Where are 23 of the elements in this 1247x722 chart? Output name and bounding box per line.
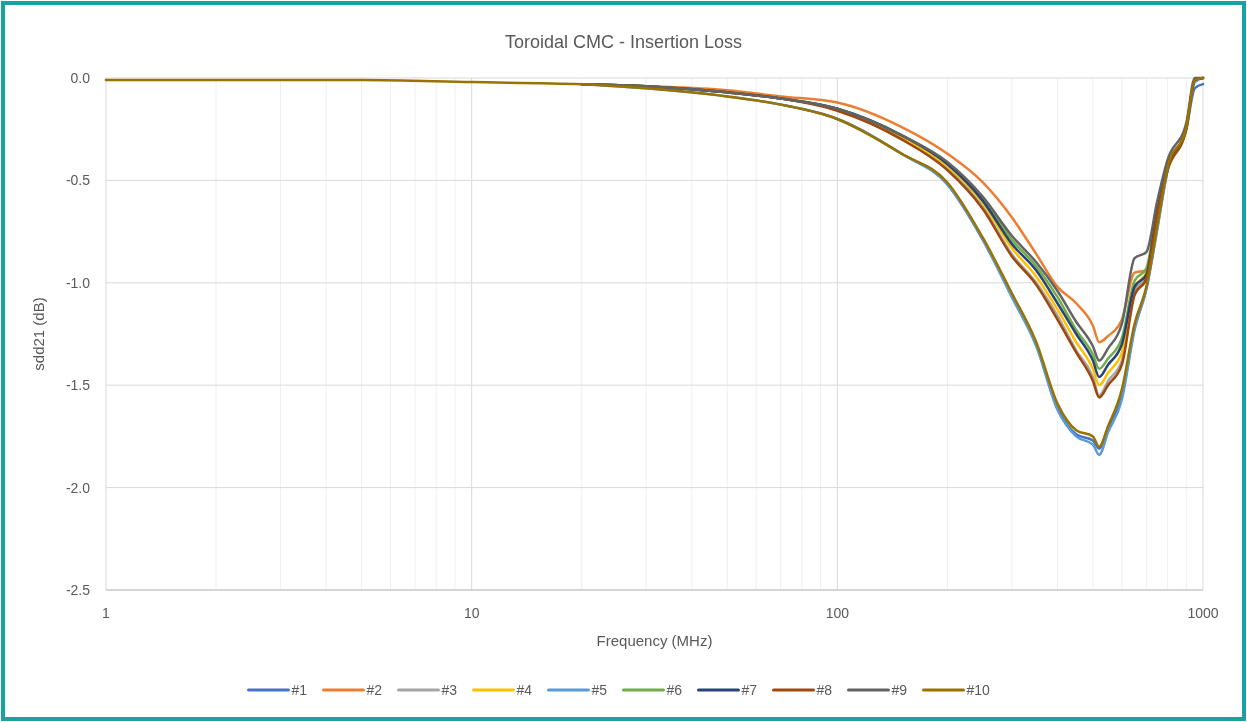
legend-label: #4 [516,682,533,698]
legend-label: #3 [441,682,458,698]
legend-label: #2 [366,682,383,698]
y-tick-label: -2.0 [65,479,91,496]
y-tick-label: -1.5 [65,377,91,394]
y-tick-label: 0.0 [70,70,91,86]
legend-label: #6 [666,682,683,698]
legend-label: #9 [891,682,908,698]
x-axis-title: Frequency (MHz) [596,632,713,649]
x-tick-label: 1000 [1187,605,1219,621]
x-tick-label: 100 [825,605,850,621]
chart-title: Toroidal CMC - Insertion Loss [504,32,743,52]
x-tick-label: 1 [102,605,111,621]
x-tick-label: 10 [463,605,480,621]
y-axis-title: sdd21 (dB) [30,297,47,371]
legend-label: #10 [966,682,991,698]
y-tick-label: -0.5 [65,172,91,189]
legend-label: #5 [591,682,608,698]
legend-label: #7 [741,682,758,698]
legend-label: #1 [291,682,308,698]
legend-label: #8 [816,682,833,698]
y-tick-label: -2.5 [65,582,91,598]
y-tick-label: -1.0 [65,274,91,291]
